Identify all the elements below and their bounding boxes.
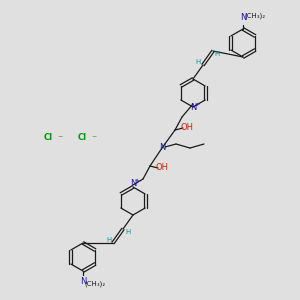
Text: OH: OH: [181, 124, 194, 133]
Text: ⁻: ⁻: [57, 134, 63, 144]
Text: (CH₃)₂: (CH₃)₂: [84, 281, 106, 287]
Text: (CH₃)₂: (CH₃)₂: [244, 13, 266, 19]
Text: H: H: [125, 229, 130, 235]
Text: +: +: [194, 103, 200, 107]
Text: N: N: [159, 143, 165, 152]
Text: N: N: [190, 103, 196, 112]
Text: H: H: [214, 51, 220, 57]
Text: Cl: Cl: [44, 133, 52, 142]
Text: H: H: [195, 59, 201, 65]
Text: H: H: [106, 237, 112, 243]
Text: ⁻: ⁻: [92, 134, 97, 144]
Text: N: N: [240, 14, 246, 22]
Text: N: N: [130, 179, 136, 188]
Text: Cl: Cl: [77, 133, 87, 142]
Text: N: N: [80, 278, 86, 286]
Text: OH: OH: [155, 164, 169, 172]
Text: +: +: [134, 178, 140, 184]
